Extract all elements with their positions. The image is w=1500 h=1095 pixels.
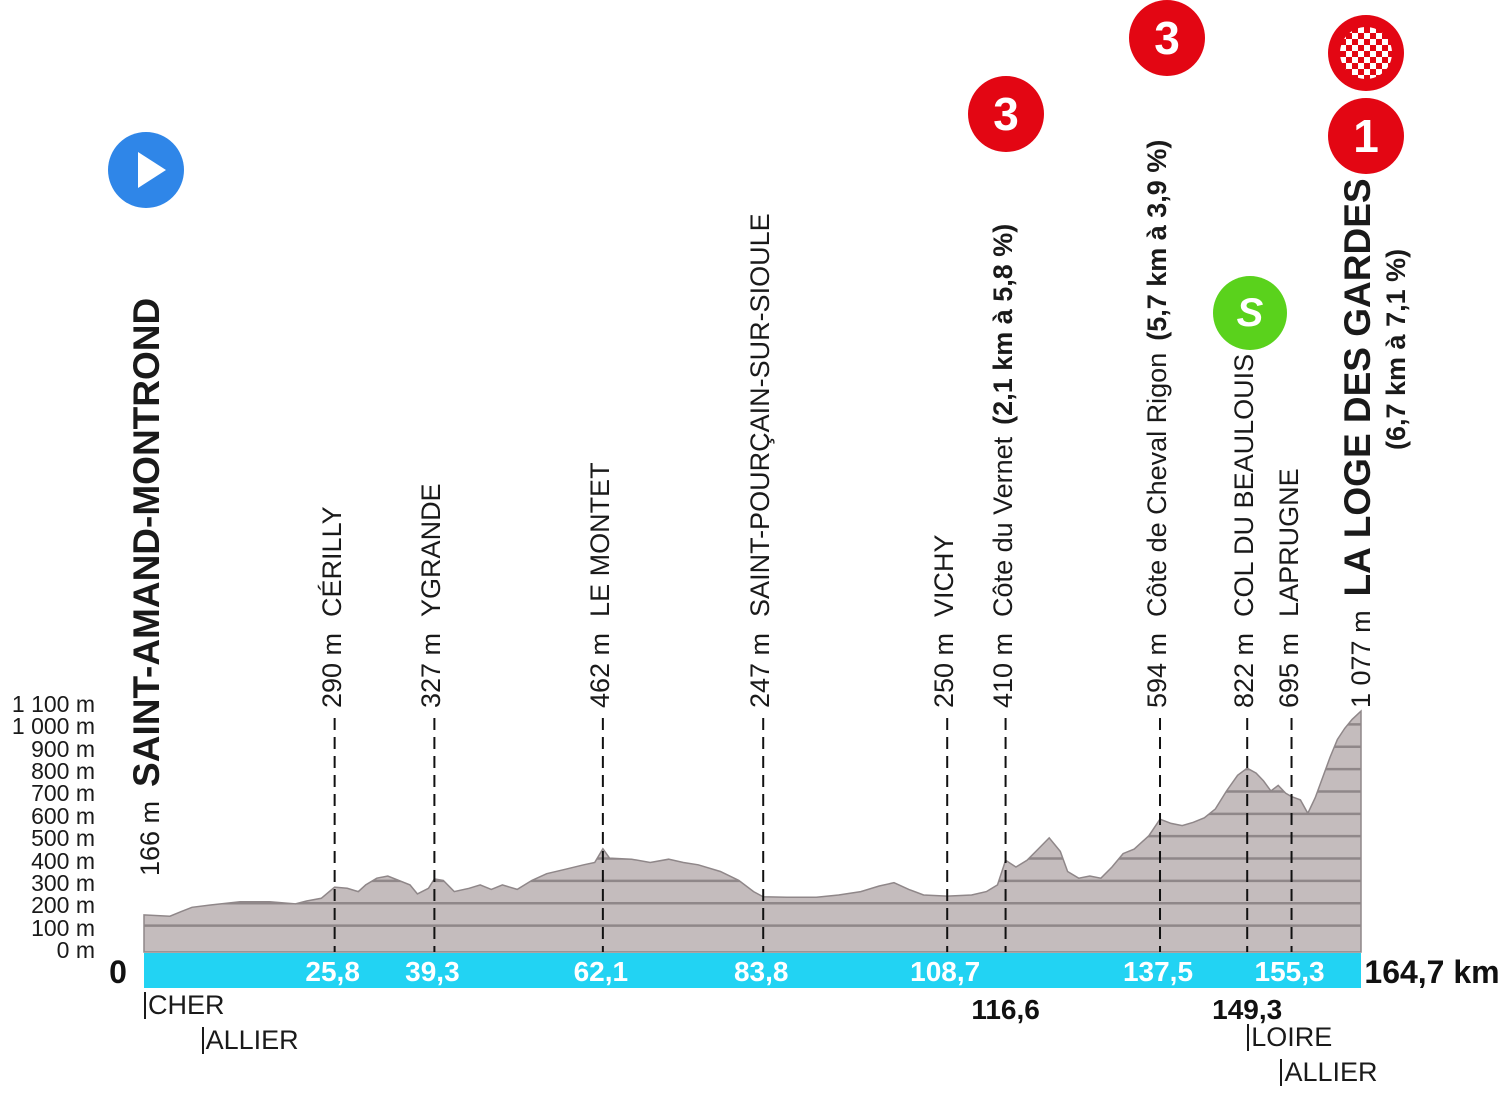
checkpoint-name: Côte de Cheval Rigon [1142,352,1172,617]
checkpoint-km-label: 137,5 [1122,956,1194,987]
y-axis-tick-label: 800 m [31,758,95,785]
checkpoint-altitude: 695 m [1273,632,1304,708]
climb-category-badge-cheval-rigon: 3 [1129,0,1205,76]
checkpoint-markers [333,718,1293,952]
y-axis-tick-label: 600 m [31,802,95,829]
y-axis-tick-label: 200 m [31,892,95,919]
department-label: ALLIER [1280,1059,1378,1086]
y-axis-tick-label: 0 m [56,937,95,963]
start-altitude: 166 m [135,800,165,876]
checkpoint-km-label: 149,3 [1212,994,1283,1025]
checkpoint-altitude: 327 m [416,632,447,708]
y-axis-tick-label: 900 m [31,735,95,762]
checkpoint-name: VICHY [929,534,960,617]
finish-category-badge: 1 [1328,98,1404,174]
start-badge [108,132,184,208]
distance-bar [144,953,1361,988]
checkpoint-label: 410 m Côte du Vernet (2,1 km à 5,8 %) [987,223,1018,708]
climb-detail: (5,7 km à 3,9 %) [1142,139,1172,341]
checkpoint-altitude: 410 m [987,632,1018,708]
checkpoint-km-label: 116,6 [971,994,1040,1025]
checkpoint-altitude: 250 m [929,632,960,708]
checkpoint-label: 822 m COL DU BEAULOUIS [1229,353,1260,708]
checkpoint-label: 247 m SAINT-POURÇAIN-SUR-SIOULE [745,213,776,708]
checkpoint-altitude: 822 m [1229,632,1260,708]
finish-label: 1 077 m LA LOGE DES GARDES [1337,178,1378,708]
department-label: ALLIER [201,1027,299,1054]
checkpoint-name: COL DU BEAULOUIS [1229,353,1260,617]
elevation-profile-area [143,709,1362,953]
checkpoint-label: 594 m Côte de Cheval Rigon (5,7 km à 3,9 %… [1142,139,1172,708]
checkpoint-altitude: 462 m [584,632,615,708]
finish-climb-detail: (6,7 km à 7,1 %) [1381,248,1411,450]
checkpoint-km-label: 108,7 [910,956,981,987]
checkpoint-name: LE MONTET [584,462,615,617]
y-axis-tick-label: 400 m [31,847,95,874]
y-axis-tick-label: 1 000 m [11,713,95,740]
climb-detail: (2,1 km à 5,8 %) [987,223,1018,425]
checkpoint-km-label: 39,3 [405,956,460,987]
checkered-flag-icon [1340,27,1392,79]
checkpoint-name: YGRANDE [416,483,447,617]
checkpoint-label: 250 m VICHY [929,534,960,708]
checkpoint-altitude: 594 m [1142,632,1172,708]
play-icon [138,152,166,188]
department-label: CHER [144,992,225,1019]
y-axis-tick-label: 300 m [31,869,95,896]
checkpoint-km-label: 83,8 [733,956,789,987]
checkpoint-km-label: 62,1 [573,956,629,987]
finish-city: LA LOGE DES GARDES [1337,178,1378,597]
y-axis-tick-label: 1 100 m [11,691,95,717]
checkpoint-label: 462 m LE MONTET [584,462,615,708]
sprint-badge: S [1213,276,1287,350]
y-axis-tick-label: 500 m [31,825,95,852]
checkpoint-altitude: 290 m [316,632,347,708]
y-axis-tick-label: 700 m [31,780,95,807]
start-city: SAINT-AMAND-MONTROND [126,297,167,787]
checkpoint-km-label: 155,3 [1254,956,1325,987]
checkpoint-label: 695 m LAPRUGNE [1273,468,1304,708]
finish-flag-badge [1328,15,1404,91]
start-label: 166 m SAINT-AMAND-MONTROND [126,297,167,876]
checkpoint-name: LAPRUGNE [1273,468,1304,617]
checkpoint-name: SAINT-POURÇAIN-SUR-SIOULE [745,213,776,617]
checkpoint-name: CÉRILLY [316,506,347,617]
department-label: LOIRE [1247,1024,1332,1051]
checkpoint-altitude: 247 m [745,632,776,708]
checkpoint-label: 327 m YGRANDE [416,483,447,708]
finish-km-label: 164,7 km [1364,954,1500,990]
checkpoint-km-label: 25,8 [305,956,360,987]
climb-category-badge-vernet: 3 [968,76,1044,152]
checkpoint-name: Côte du Vernet [987,436,1018,617]
finish-altitude: 1 077 m [1346,610,1376,708]
checkpoint-label: 290 m CÉRILLY [316,506,347,708]
y-axis-tick-label: 100 m [31,914,95,941]
start-km-label: 0 [109,954,127,990]
